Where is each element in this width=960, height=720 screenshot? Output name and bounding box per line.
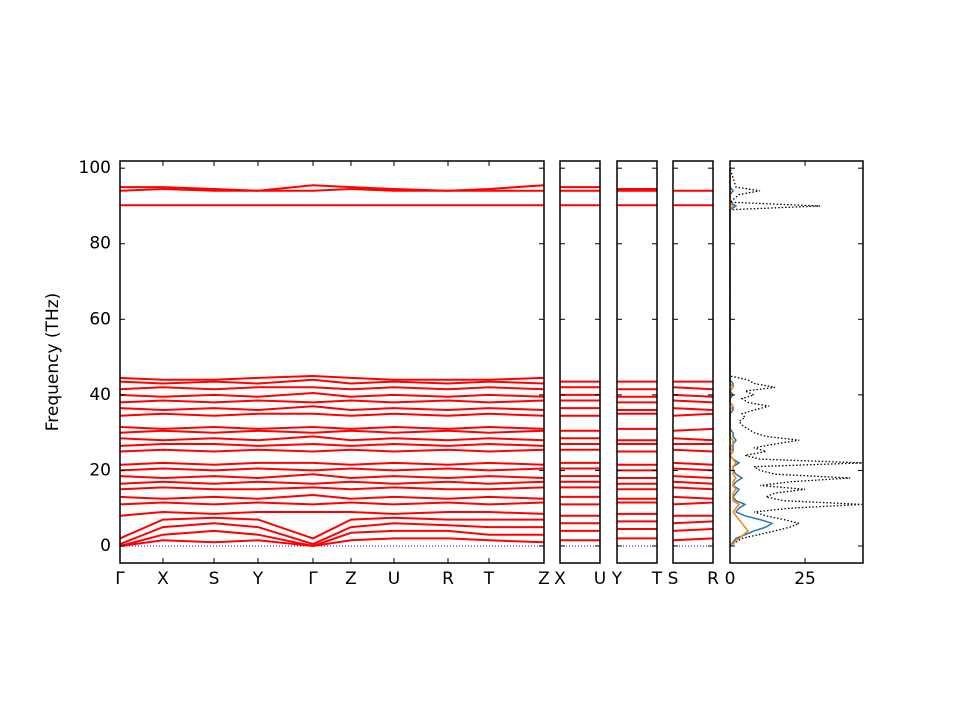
x-tick-label: Z: [345, 569, 357, 589]
band-line: [672, 448, 714, 453]
x-tick-label: X: [157, 569, 169, 589]
band-line: [119, 467, 545, 472]
band-line: [119, 435, 545, 442]
x-tick-label: Z: [538, 569, 550, 589]
x-tick-label: X: [554, 569, 566, 589]
x-tick-label: T: [651, 569, 663, 589]
band-line: [119, 516, 544, 540]
band-line: [672, 407, 714, 411]
band-line: [119, 378, 545, 385]
x-tick-label: R: [442, 569, 454, 589]
y-tick-label: 100: [79, 158, 111, 178]
x-tick-label: Y: [611, 569, 623, 589]
x-tick-label: Γ: [115, 569, 125, 589]
y-tick-label: 20: [89, 460, 111, 480]
x-tick-label: R: [707, 569, 719, 589]
band-line: [672, 475, 714, 479]
band-line: [119, 374, 545, 381]
band-line: [119, 425, 545, 430]
panel-frame: [119, 160, 545, 564]
band-line: [119, 486, 545, 491]
band-line: [119, 405, 545, 412]
x-tick-label: T: [483, 569, 495, 589]
band-line: [672, 399, 714, 404]
band-line: [119, 448, 545, 453]
band-line: [119, 522, 544, 546]
x-tick-label: U: [388, 569, 400, 589]
band-line: [119, 386, 545, 391]
band-line: [119, 510, 545, 517]
band-line: [119, 429, 545, 434]
band-line: [672, 480, 714, 485]
panel-frame: [616, 160, 658, 564]
band-line: [672, 437, 714, 442]
band-line: [672, 495, 714, 500]
band-line: [119, 480, 545, 485]
y-tick-label: 0: [100, 536, 111, 556]
y-tick-label: 60: [89, 309, 111, 329]
panel-frame: [672, 160, 714, 564]
band-line: [672, 537, 714, 542]
band-line: [119, 501, 545, 506]
band-line: [672, 486, 714, 491]
band-line: [119, 442, 545, 447]
band-line: [119, 493, 545, 500]
y-axis-label: Frequency (THz): [43, 293, 63, 432]
y-tick-label: 80: [89, 234, 111, 254]
dos-line: [728, 168, 863, 547]
band-line: [119, 537, 545, 548]
band-line: [119, 473, 545, 480]
x-tick-label: 25: [794, 569, 816, 589]
band-line: [672, 393, 714, 398]
band-line: [672, 528, 714, 532]
y-tick-label: 40: [89, 385, 111, 405]
band-line: [672, 386, 714, 391]
band-line: [119, 529, 544, 548]
band-line: [672, 427, 714, 432]
x-tick-label: 0: [725, 569, 736, 589]
band-line: [119, 391, 545, 398]
band-line: [672, 461, 714, 466]
x-tick-label: S: [668, 569, 679, 589]
band-line: [672, 412, 714, 417]
band-line: [119, 399, 545, 404]
band-line: [119, 461, 545, 466]
x-tick-label: S: [209, 569, 220, 589]
panel-frame: [729, 160, 864, 564]
band-line: [672, 501, 714, 506]
band-line: [120, 184, 545, 192]
x-tick-label: Y: [252, 569, 264, 589]
band-line: [119, 412, 545, 417]
panel-frame: [559, 160, 601, 564]
x-tick-label: U: [594, 569, 606, 589]
x-tick-label: Γ: [308, 569, 318, 589]
band-line: [672, 520, 714, 525]
band-line: [672, 467, 714, 472]
